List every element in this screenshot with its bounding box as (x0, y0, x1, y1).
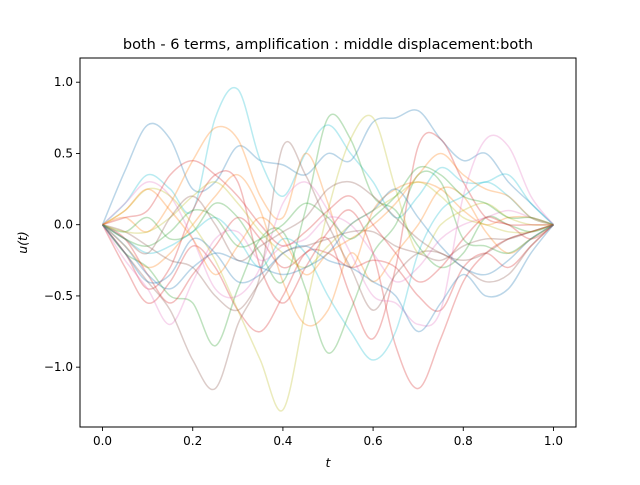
y-axis: −1.0 −0.5 0.0 0.5 1.0 (44, 75, 80, 374)
x-tick-label: 0.8 (454, 434, 473, 448)
series-line (101, 109, 554, 226)
series-line (102, 165, 554, 248)
series-line (102, 223, 554, 312)
series-line (102, 188, 554, 290)
series-line (102, 114, 554, 412)
y-tick-label: 0.5 (54, 146, 73, 160)
series-line (101, 170, 554, 390)
series-line (102, 125, 554, 269)
series-line (101, 224, 555, 333)
x-tick-label: 0.6 (364, 434, 383, 448)
series-line (102, 181, 554, 269)
x-tick-label: 1.0 (544, 434, 563, 448)
series-line (101, 209, 554, 326)
y-tick-label: −1.0 (44, 360, 73, 374)
x-axis-label: t (326, 455, 332, 470)
axes-frame (79, 57, 577, 428)
series-line (101, 140, 554, 391)
chart-title: both - 6 terms, amplification : middle d… (123, 37, 533, 53)
series-line (102, 113, 554, 284)
x-tick-label: 0.4 (273, 434, 292, 448)
series-line (101, 170, 554, 354)
series-line (101, 224, 554, 333)
series-line (102, 86, 554, 226)
x-axis: 0.0 0.2 0.4 0.6 0.8 1.0 (93, 427, 563, 448)
x-tick-label: 0.2 (183, 434, 202, 448)
series-line (102, 159, 554, 283)
series-line (102, 131, 554, 340)
series-line (102, 152, 554, 276)
series-line (102, 173, 554, 327)
y-axis-label: u(t) (15, 231, 30, 254)
series-line (102, 181, 554, 361)
plot-area (79, 57, 577, 428)
y-tick-label: 1.0 (54, 75, 73, 89)
y-tick-label: −0.5 (44, 289, 73, 303)
series-line (102, 134, 555, 327)
series-line (102, 180, 554, 262)
series-lines (101, 86, 555, 412)
y-tick-label: 0.0 (54, 218, 73, 232)
x-tick-label: 0.0 (93, 434, 112, 448)
